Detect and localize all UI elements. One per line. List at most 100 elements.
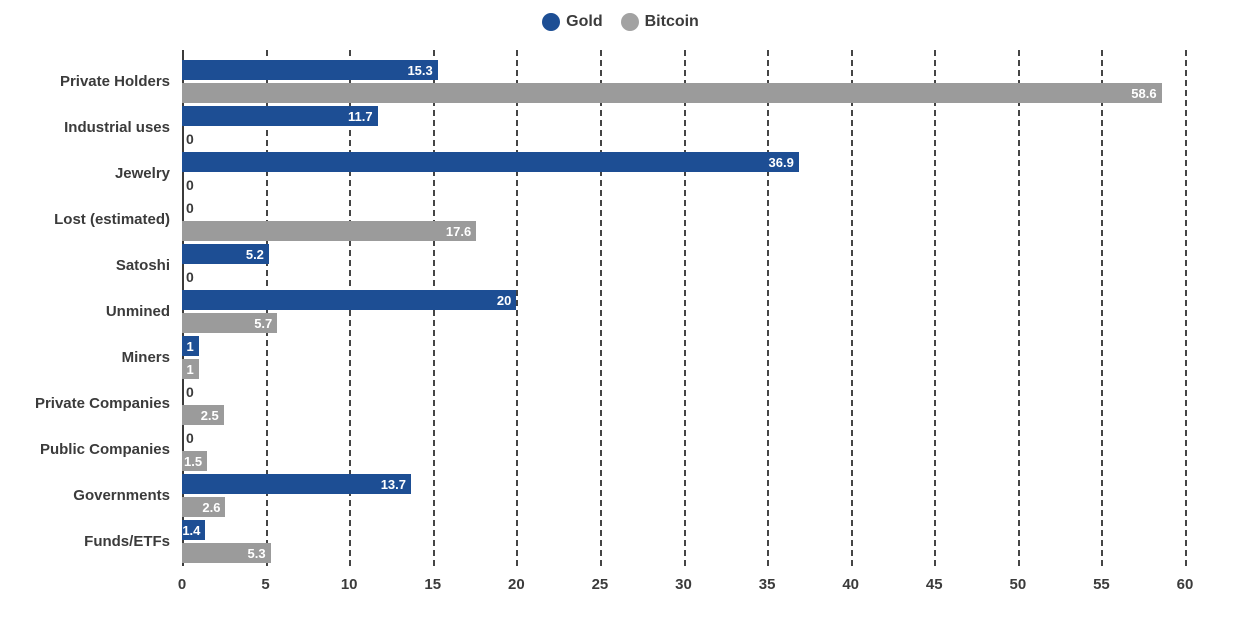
bar-row: 20 5.7 [182, 290, 1185, 333]
gold-bar-slot: 36.9 [182, 152, 1185, 172]
zero-value-label: 0 [186, 384, 194, 400]
category-label: Satoshi [115, 257, 170, 274]
bar-value-label: 15.3 [407, 62, 433, 78]
zero-value-label: 0 [186, 131, 194, 147]
bar-value-label: 5.2 [245, 246, 264, 262]
x-tick-label: 5 [261, 576, 270, 593]
bitcoin-bar-slot: 1 [182, 359, 1185, 379]
bar-value-label: 2.6 [202, 499, 221, 515]
bitcoin-swatch-icon [620, 13, 639, 31]
category-label: Governments [73, 487, 170, 504]
gridline [516, 50, 519, 566]
gridline [683, 50, 686, 566]
bar-value-label: 58.6 [1131, 85, 1157, 101]
gridline [934, 50, 937, 566]
bitcoin-bar-slot: 0 [182, 175, 1185, 195]
zero-value-label: 0 [186, 200, 194, 216]
gridline [767, 50, 770, 566]
category-label: Miners [121, 349, 170, 366]
bitcoin-bar-slot: 1.5 [182, 451, 1185, 471]
bitcoin-bar: 5.3 [182, 543, 271, 563]
bar-value-label: 5.7 [254, 315, 273, 331]
gold-swatch-icon [542, 13, 561, 31]
gold-bar-slot: 13.7 [182, 474, 1185, 494]
zero-value-label: 0 [186, 430, 194, 446]
bar-value-label: 1 [186, 361, 194, 377]
x-tick-label: 30 [675, 576, 692, 593]
gold-bar: 36.9 [182, 152, 799, 172]
category-labels: Private Holders Industrial uses Jewelry Los… [0, 60, 170, 566]
bitcoin-bar: 1 [182, 359, 199, 379]
bitcoin-bar: 1.5 [182, 451, 208, 471]
bitcoin-bar: 17.6 [182, 221, 477, 241]
x-axis: 0 5 10 15 20 25 30 35 40 45 50 55 60 [178, 576, 1194, 598]
x-tick-label: 55 [1093, 576, 1110, 593]
legend-item-bitcoin: Bitcoin [620, 13, 699, 31]
bitcoin-bar-slot: 58.6 [182, 83, 1185, 103]
bitcoin-bar: 58.6 [182, 83, 1162, 103]
bar-value-label: 1 [186, 338, 194, 354]
gridline [599, 50, 602, 566]
bar-row: 1.4 5.3 [182, 520, 1185, 563]
bar-row: 5.2 0 [182, 244, 1185, 287]
gold-bar-slot: 1.4 [182, 520, 1185, 540]
bitcoin-bar-slot: 2.5 [182, 405, 1185, 425]
category-label: Public Companies [39, 441, 170, 458]
bitcoin-bar-slot: 0 [182, 129, 1185, 149]
x-tick-label: 35 [758, 576, 776, 593]
bar-value-label: 17.6 [445, 223, 472, 239]
gold-bar: 11.7 [182, 106, 378, 126]
bar-row: 15.3 58.6 [182, 60, 1185, 103]
gold-bar-slot: 20 [182, 290, 1185, 310]
gold-bar-slot: 0 [182, 198, 1185, 218]
gold-bar: 13.7 [182, 474, 412, 494]
bar-value-label: 1.4 [182, 522, 201, 538]
bitcoin-bar-slot: 17.6 [182, 221, 1185, 241]
gold-bar: 1.4 [182, 520, 206, 540]
bitcoin-bar: 5.7 [182, 313, 278, 333]
category-label: Jewelry [114, 165, 170, 182]
gridline [850, 50, 853, 566]
gridline [1101, 50, 1104, 566]
gridline [1017, 50, 1020, 566]
bar-value-label: 20 [496, 292, 512, 308]
gold-bar: 15.3 [182, 60, 438, 80]
gridline [1185, 50, 1187, 566]
gold-bar-slot: 5.2 [182, 244, 1185, 264]
bar-value-label: 2.5 [200, 407, 219, 423]
bar-row: 0 1.5 [182, 428, 1185, 471]
x-tick-label: 40 [842, 576, 859, 593]
bar-row: 0 17.6 [182, 198, 1185, 241]
bar-row: 13.7 2.6 [182, 474, 1185, 517]
bitcoin-bar-slot: 2.6 [182, 497, 1185, 517]
bitcoin-bar-slot: 5.3 [182, 543, 1185, 563]
zero-value-label: 0 [186, 269, 194, 285]
category-label: Unmined [105, 303, 170, 320]
legend-label-gold: Gold [566, 13, 603, 30]
bar-value-label: 1.5 [183, 453, 203, 469]
legend: Gold Bitcoin [0, 13, 1241, 31]
x-tick-label: 45 [925, 576, 943, 593]
bar-value-label: 13.7 [380, 476, 407, 492]
x-tick-label: 60 [1176, 576, 1194, 593]
bitcoin-bar-slot: 0 [182, 267, 1185, 287]
legend-item-gold: Gold [542, 13, 603, 31]
gold-bar-slot: 1 [182, 336, 1185, 356]
bar-rows: 15.3 58.6 11.7 0 36.9 0 0 17.6 5.2 0 20 5.7 1 1 0 2.5 0 1… [182, 60, 1185, 566]
x-tick-label: 10 [340, 576, 358, 593]
category-label: Lost (estimated) [54, 211, 170, 228]
bitcoin-bar: 2.6 [182, 497, 226, 517]
gold-bar-slot: 11.7 [182, 106, 1185, 126]
x-tick-label: 25 [591, 576, 609, 593]
gold-bar-slot: 0 [182, 382, 1185, 402]
gold-bar: 20 [182, 290, 517, 310]
x-tick-label: 50 [1009, 576, 1027, 593]
x-tick-label: 0 [177, 576, 187, 593]
category-label: Private Companies [34, 395, 170, 412]
bitcoin-bar: 2.5 [182, 405, 224, 425]
bar-row: 0 2.5 [182, 382, 1185, 425]
gold-bar: 5.2 [182, 244, 269, 264]
x-tick-label: 20 [507, 576, 525, 593]
